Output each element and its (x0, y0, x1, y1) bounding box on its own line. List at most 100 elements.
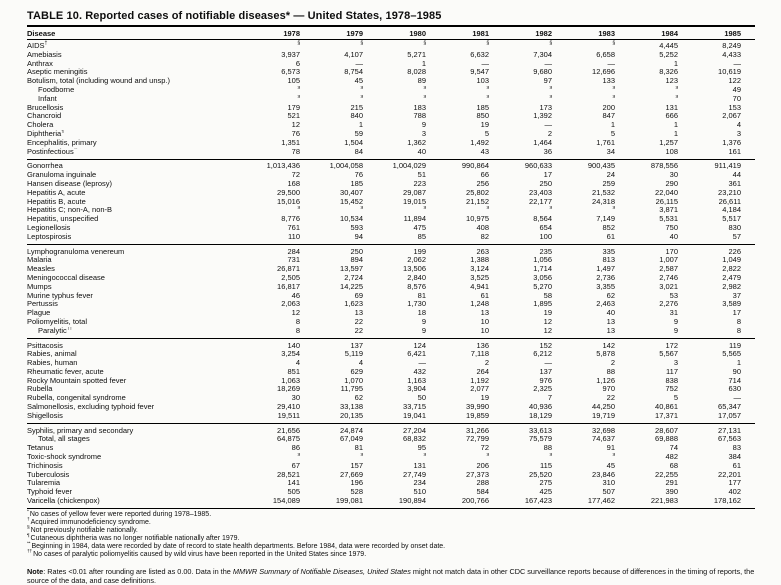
value-cell: 750 (665, 223, 678, 232)
value-cell: 141 (287, 479, 300, 488)
value-cell: 170 (629, 244, 692, 257)
value-cell: 185 (476, 103, 489, 112)
value-cell: 40,861 (655, 403, 678, 412)
value-cell: 2 (547, 129, 552, 138)
value-cell: — (607, 59, 616, 68)
header-year-1980: 1980 (377, 26, 440, 40)
value-cell: 3,124 (470, 265, 489, 274)
value-cell: 22 (606, 394, 615, 403)
value-cell: 15,016 (277, 197, 300, 206)
footnote: ** Beginning in 1984, data were recorded… (27, 542, 755, 551)
value-cell: § (440, 86, 503, 95)
value-cell: 9 (421, 317, 426, 326)
value-cell: 15,452 (340, 197, 363, 206)
value-cell: 7,304 (533, 50, 552, 59)
value-cell: 3,937 (281, 50, 300, 59)
footnote-marker: † (44, 40, 48, 47)
footnote: § Not previously notifiable nationally. (27, 526, 755, 535)
value-cell: 9 (421, 121, 426, 130)
table-row: Typhoid fever 505 528 510 584 425 507 390 402 (27, 488, 755, 497)
value-cell: 3,021 (659, 282, 678, 291)
value-cell: 11,894 (403, 215, 426, 224)
footnote-marker: † (27, 517, 31, 523)
value-cell: 72 (291, 171, 300, 180)
value-cell: 2,736 (596, 273, 615, 282)
value-cell: 3,904 (407, 385, 426, 394)
value-cell: 1 (610, 121, 615, 130)
value-cell: 6,658 (596, 50, 615, 59)
value-cell: § (251, 40, 314, 51)
value-cell: 10 (480, 317, 489, 326)
value-cell: § (314, 95, 377, 104)
value-cell: 10,619 (718, 68, 741, 77)
table-row: Hepatitis A, acute 29,500 30,407 29,087 25,8… (27, 189, 755, 198)
footnote: * No cases of yellow fever were reported… (27, 510, 755, 519)
value-cell: 291 (665, 479, 678, 488)
value-cell: 137 (314, 338, 377, 351)
value-cell: 152 (503, 338, 566, 351)
value-cell: 57 (732, 232, 741, 241)
not-notifiable-marker: § (360, 40, 363, 47)
value-cell: 68 (669, 461, 678, 470)
value-cell: 256 (476, 179, 489, 188)
value-cell: § (440, 95, 503, 104)
value-cell: 105 (287, 77, 300, 86)
value-cell: 69 (354, 291, 363, 300)
table-row: Rubella 18,269 11,795 3,904 2,077 2,325 970 752… (27, 385, 755, 394)
value-cell: 50 (417, 394, 426, 403)
value-cell: 1,004,058 (314, 158, 377, 172)
value-cell: § (566, 206, 629, 215)
footnote-text: Acquired immunodeficiency syndrome. (30, 519, 151, 527)
value-cell: 235 (503, 244, 566, 257)
value-cell: 226 (692, 244, 755, 257)
value-cell: 475 (413, 223, 426, 232)
value-cell: 25,520 (529, 470, 552, 479)
value-cell: 990,864 (440, 158, 503, 172)
footnote: † Acquired immunodeficiency syndrome. (27, 517, 755, 527)
disease-cell: Infant (38, 94, 57, 103)
value-cell: 85 (417, 232, 426, 241)
value-cell: 2,325 (533, 385, 552, 394)
value-cell: 115 (540, 461, 552, 470)
table-row: Poliomyelitis, total 8 22 9 10 12 13 9 8 (27, 318, 755, 327)
value-cell: 5,271 (407, 50, 426, 59)
value-cell: 18,269 (277, 385, 300, 394)
value-cell: 26,611 (718, 197, 741, 206)
value-cell: 40 (669, 232, 678, 241)
not-notifiable-marker: § (297, 94, 300, 100)
value-cell: 81 (417, 291, 426, 300)
value-cell: 813 (602, 256, 615, 265)
disease-cell: Syphilis, primary and secondary (27, 423, 251, 436)
value-cell: § (314, 206, 377, 215)
value-cell: 761 (287, 223, 300, 232)
value-cell: 2,982 (722, 282, 741, 291)
disease-cell: Rubella (27, 385, 53, 394)
value-cell: 133 (602, 77, 615, 86)
disease-cell: Hepatitis B, acute (27, 197, 86, 206)
table-title: TABLE 10. Reported cases of notifiable d… (27, 10, 442, 22)
value-cell: 142 (566, 338, 629, 351)
value-cell: 18 (417, 309, 426, 318)
table-row: Murine typhus fever 46 69 81 61 58 62 53 37 (27, 292, 755, 301)
value-cell: 4,445 (659, 41, 678, 50)
value-cell: 58 (543, 291, 552, 300)
value-cell: 13 (354, 309, 363, 318)
value-cell: 65,347 (718, 403, 741, 412)
disease-cell: Toxic-shock syndrome (27, 453, 102, 462)
value-cell: 2,840 (407, 273, 426, 282)
value-cell: 21,656 (251, 423, 314, 436)
table-row: Paralytic†† 8 22 9 10 12 13 9 8 (27, 327, 755, 339)
value-cell: 179 (287, 103, 300, 112)
not-notifiable-marker: § (423, 94, 426, 100)
value-cell: 8 (736, 317, 741, 326)
value-cell: 6,573 (281, 68, 300, 77)
value-cell: 168 (287, 179, 300, 188)
value-cell: 1,351 (281, 138, 300, 147)
disease-cell: Lymphogranuloma venereum (27, 244, 251, 257)
value-cell: 335 (566, 244, 629, 257)
value-cell: 94 (354, 232, 363, 241)
disease-cell: Rubella, congenital syndrome (27, 394, 126, 403)
footnote: †† No cases of paralytic poliomyelitis c… (27, 550, 755, 559)
value-cell: 630 (728, 385, 741, 394)
